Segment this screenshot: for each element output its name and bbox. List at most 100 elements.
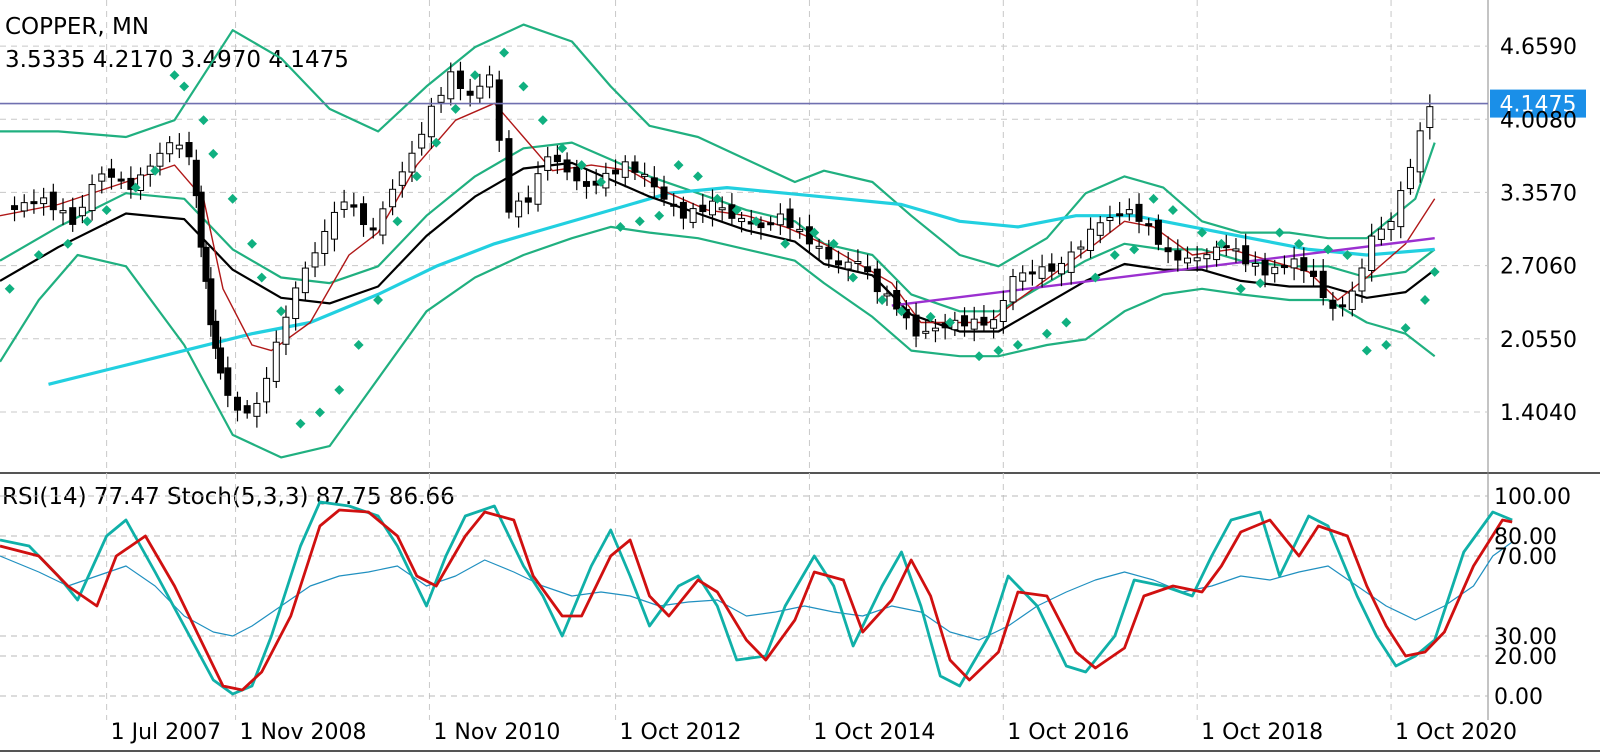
sar-dot xyxy=(334,384,345,395)
candle-body xyxy=(253,402,261,417)
candle-body xyxy=(11,205,19,210)
x-tick-label: 1 Nov 2008 xyxy=(240,720,367,745)
sar-dot xyxy=(1012,340,1023,350)
candle-body xyxy=(1251,262,1259,267)
sar-dot xyxy=(634,216,645,227)
sar-dot xyxy=(848,272,859,283)
candle-body xyxy=(137,174,145,191)
sar-dot xyxy=(1420,295,1430,305)
sar-dot xyxy=(1216,238,1227,249)
candle-body xyxy=(292,287,300,320)
candle-body xyxy=(931,327,939,332)
sar-dot xyxy=(925,311,936,322)
candle-body xyxy=(233,396,241,411)
candle-body xyxy=(369,227,377,231)
sar-dot xyxy=(1323,244,1334,255)
candle-body xyxy=(1377,228,1385,240)
price-tick-label: 2.7060 xyxy=(1500,255,1577,280)
sar-dot xyxy=(1361,345,1372,356)
candle-body xyxy=(418,133,426,149)
sar-dot xyxy=(62,238,73,249)
candle-body xyxy=(408,152,416,173)
candle-body xyxy=(1300,257,1308,272)
candle-body xyxy=(476,85,484,99)
candle-body xyxy=(243,405,251,414)
candle-body xyxy=(486,74,494,88)
candle-body xyxy=(350,204,358,208)
sar-dot xyxy=(974,351,985,362)
sar-dot xyxy=(353,340,364,350)
sar-dot xyxy=(1429,266,1440,277)
candle-body xyxy=(1319,270,1327,299)
candle-body xyxy=(437,94,445,103)
candle-body xyxy=(212,320,220,349)
last-price-label: 4.1475 xyxy=(1500,93,1577,118)
candle-body xyxy=(447,71,455,100)
x-tick-label: 1 Oct 2012 xyxy=(620,720,742,745)
candle-body xyxy=(166,142,174,155)
indicator-tick-label: 70.00 xyxy=(1494,545,1557,570)
sar-dot xyxy=(1400,323,1411,334)
indicator-tick-label: 20.00 xyxy=(1494,645,1557,670)
candle-body xyxy=(767,222,775,226)
candle-body xyxy=(340,201,348,210)
bollinger-lower-line xyxy=(0,225,1436,459)
candle-body xyxy=(573,166,581,182)
sar-dot xyxy=(314,407,325,418)
sar-dot xyxy=(1235,283,1246,294)
candle-body xyxy=(815,245,823,249)
candle-body xyxy=(738,217,746,223)
candle-body xyxy=(1067,251,1075,273)
candle-body xyxy=(679,201,687,219)
candle-body xyxy=(98,173,106,182)
sar-dot xyxy=(1197,227,1207,238)
candle-body xyxy=(1368,235,1376,271)
bollinger-upper-line xyxy=(0,23,1436,268)
candle-body xyxy=(1348,290,1356,310)
candle-body xyxy=(835,260,843,266)
candle-body xyxy=(1271,266,1279,275)
candle-body xyxy=(708,200,716,216)
price-tick-label: 4.0080 xyxy=(1500,108,1577,133)
candle-body xyxy=(20,202,28,212)
price-tick-label: 3.3570 xyxy=(1500,181,1577,206)
candle-body xyxy=(612,169,620,175)
x-tick-label: 1 Jul 2007 xyxy=(111,720,222,745)
candle-body xyxy=(175,144,183,150)
candle-body xyxy=(641,173,649,177)
candle-body xyxy=(107,168,115,178)
x-tick-label: 1 Nov 2010 xyxy=(433,720,560,745)
candle-body xyxy=(1019,272,1027,282)
candle-body xyxy=(1174,250,1182,261)
candle-body xyxy=(1077,246,1085,250)
sar-dot xyxy=(809,227,820,238)
candle-body xyxy=(1087,228,1095,251)
candle-body xyxy=(1009,276,1017,303)
candle-body xyxy=(1164,247,1172,253)
candle-body xyxy=(1213,246,1221,261)
candle-body xyxy=(1310,270,1318,277)
candle-body xyxy=(1038,266,1046,279)
candle-body xyxy=(197,191,205,248)
candle-body xyxy=(379,208,387,236)
sar-dot xyxy=(392,216,403,227)
candle-body xyxy=(1057,262,1065,275)
candle-body xyxy=(30,201,38,205)
candle-body xyxy=(427,105,435,138)
sar-dot xyxy=(411,171,422,182)
sar-dot xyxy=(518,81,529,92)
candle-body xyxy=(621,161,629,178)
candle-body xyxy=(1135,203,1143,222)
x-tick-label: 1 Oct 2020 xyxy=(1395,720,1517,745)
sar-dot xyxy=(247,238,257,249)
candle-body xyxy=(873,268,881,293)
sar-dot xyxy=(712,193,723,204)
bollinger-mid-line xyxy=(0,141,1436,313)
candle-body xyxy=(999,300,1007,322)
candle-body xyxy=(844,261,852,270)
candle-body xyxy=(990,319,998,329)
sar-dot xyxy=(101,205,112,216)
candle-body xyxy=(185,142,193,158)
candle-body xyxy=(495,79,503,141)
sar-dot xyxy=(1090,272,1101,283)
